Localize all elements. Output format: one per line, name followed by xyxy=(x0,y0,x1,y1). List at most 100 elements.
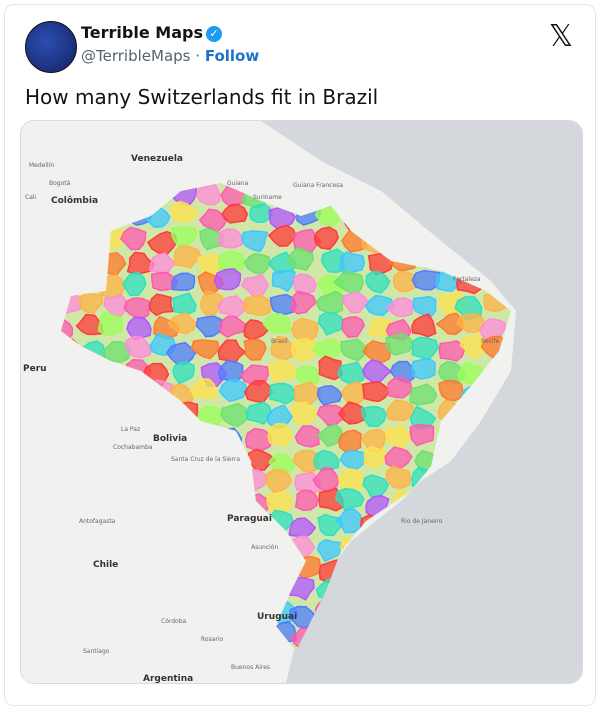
switzerland-shape xyxy=(294,365,320,385)
switzerland-shape xyxy=(221,203,249,224)
switzerland-shape xyxy=(171,272,196,291)
map-label: Guiana xyxy=(227,180,249,187)
switzerland-shape xyxy=(264,469,293,494)
switzerland-shape xyxy=(368,316,393,338)
switzerland-shape xyxy=(339,450,367,470)
switzerland-shape xyxy=(268,453,296,475)
switzerland-shape xyxy=(146,230,178,255)
switzerland-shape xyxy=(337,401,367,425)
map-label: Medellín xyxy=(29,162,54,169)
switzerland-shape xyxy=(338,429,363,453)
switzerland-shape xyxy=(365,270,391,294)
map-label: Paraguai xyxy=(227,514,272,524)
switzerland-shape xyxy=(267,423,292,447)
switzerland-shape xyxy=(292,449,320,474)
switzerland-shape xyxy=(312,338,343,360)
switzerland-shape xyxy=(456,313,486,334)
map-label: Buenos Aires xyxy=(231,664,270,671)
switzerland-shape xyxy=(245,401,273,425)
switzerland-shape xyxy=(170,226,199,249)
map-label: Suriname xyxy=(253,194,282,201)
switzerland-shape xyxy=(340,338,369,362)
switzerland-shape xyxy=(294,381,323,405)
map-label: Peru xyxy=(23,364,47,374)
switzerland-shape xyxy=(126,316,152,341)
switzerland-shape xyxy=(100,340,131,363)
switzerland-shape xyxy=(317,311,344,336)
switzerland-shape xyxy=(243,252,271,274)
map-label: Recife xyxy=(481,338,500,345)
map-label: Antofagasta xyxy=(79,518,116,525)
switzerland-shape xyxy=(362,381,390,403)
switzerland-shape xyxy=(384,424,412,449)
map-label: Santa Cruz de la Sierra xyxy=(171,456,240,463)
switzerland-shape xyxy=(172,292,197,315)
verified-badge-icon: ✓ xyxy=(205,26,222,42)
switzerland-shape xyxy=(290,290,318,315)
map-label: Chile xyxy=(93,560,118,570)
map-label: Venezuela xyxy=(131,154,183,164)
switzerland-shape xyxy=(167,312,198,335)
switzerland-shape xyxy=(291,401,318,425)
tweet-text: How many Switzerlands fit in Brazil xyxy=(25,85,379,109)
switzerland-shape xyxy=(244,379,273,403)
switzerland-shape xyxy=(269,293,298,315)
switzerland-shape xyxy=(364,294,396,316)
switzerland-shape xyxy=(341,316,366,338)
switzerland-shape xyxy=(243,338,267,361)
switzerland-shape xyxy=(412,295,437,319)
switzerland-shape xyxy=(244,427,273,451)
switzerland-shape xyxy=(341,291,370,314)
switzerland-shape xyxy=(189,377,218,400)
switzerland-shape xyxy=(385,297,415,317)
switzerland-shape xyxy=(290,317,319,342)
map-image[interactable]: Venezuela Colômbia Peru Bolivia Paraguai Chil… xyxy=(20,120,583,684)
switzerland-shape xyxy=(122,271,147,297)
switzerland-shape xyxy=(361,358,392,383)
switzerland-shape xyxy=(386,377,413,399)
map-label: Fortaleza xyxy=(453,276,481,283)
switzerland-shape xyxy=(217,295,249,318)
switzerland-shape xyxy=(362,339,392,364)
map-label: Rio de Janeiro xyxy=(401,518,443,525)
switzerland-shape xyxy=(316,423,343,448)
switzerland-shape xyxy=(120,226,147,251)
switzerland-shape xyxy=(218,379,248,403)
switzerland-shape xyxy=(262,312,291,334)
avatar[interactable] xyxy=(25,21,77,73)
switzerland-shape xyxy=(213,268,242,291)
switzerland-shape xyxy=(242,294,273,317)
switzerland-shape xyxy=(290,338,321,362)
switzerland-shape xyxy=(340,381,365,406)
switzerland-shape xyxy=(126,251,155,275)
switzerland-shape xyxy=(337,468,366,491)
map-label: Cochabamba xyxy=(113,444,153,451)
x-logo-icon[interactable]: 𝕏 xyxy=(548,19,573,54)
map-svg: Venezuela Colômbia Peru Bolivia Paraguai Chil… xyxy=(21,121,582,683)
switzerland-shape xyxy=(363,445,391,468)
switzerland-shape xyxy=(338,251,366,276)
follow-button[interactable]: Follow xyxy=(204,47,260,65)
switzerland-shape xyxy=(411,357,436,380)
switzerland-shape xyxy=(313,449,340,472)
map-label: Guiana Francesa xyxy=(293,182,343,189)
switzerland-shape xyxy=(411,313,437,338)
switzerland-shape xyxy=(318,355,343,381)
display-name[interactable]: Terrible Maps ✓ xyxy=(81,23,222,42)
switzerland-shape xyxy=(149,293,174,317)
map-label: Bolivia xyxy=(153,434,187,444)
switzerland-shape xyxy=(199,290,224,316)
map-label: Uruguai xyxy=(257,612,297,622)
switzerland-shape xyxy=(409,424,435,447)
switzerland-shape xyxy=(218,315,248,338)
switzerland-shape xyxy=(75,313,104,336)
switzerland-shape xyxy=(170,200,199,223)
switzerland-shape xyxy=(360,405,387,428)
switzerland-shape xyxy=(220,402,250,428)
switzerland-shape xyxy=(217,228,243,249)
switzerland-shape xyxy=(198,405,227,429)
switzerland-shape xyxy=(125,335,153,359)
handle[interactable]: @TerribleMaps xyxy=(81,47,191,65)
switzerland-shape xyxy=(173,244,203,269)
switzerland-shape xyxy=(198,208,228,233)
